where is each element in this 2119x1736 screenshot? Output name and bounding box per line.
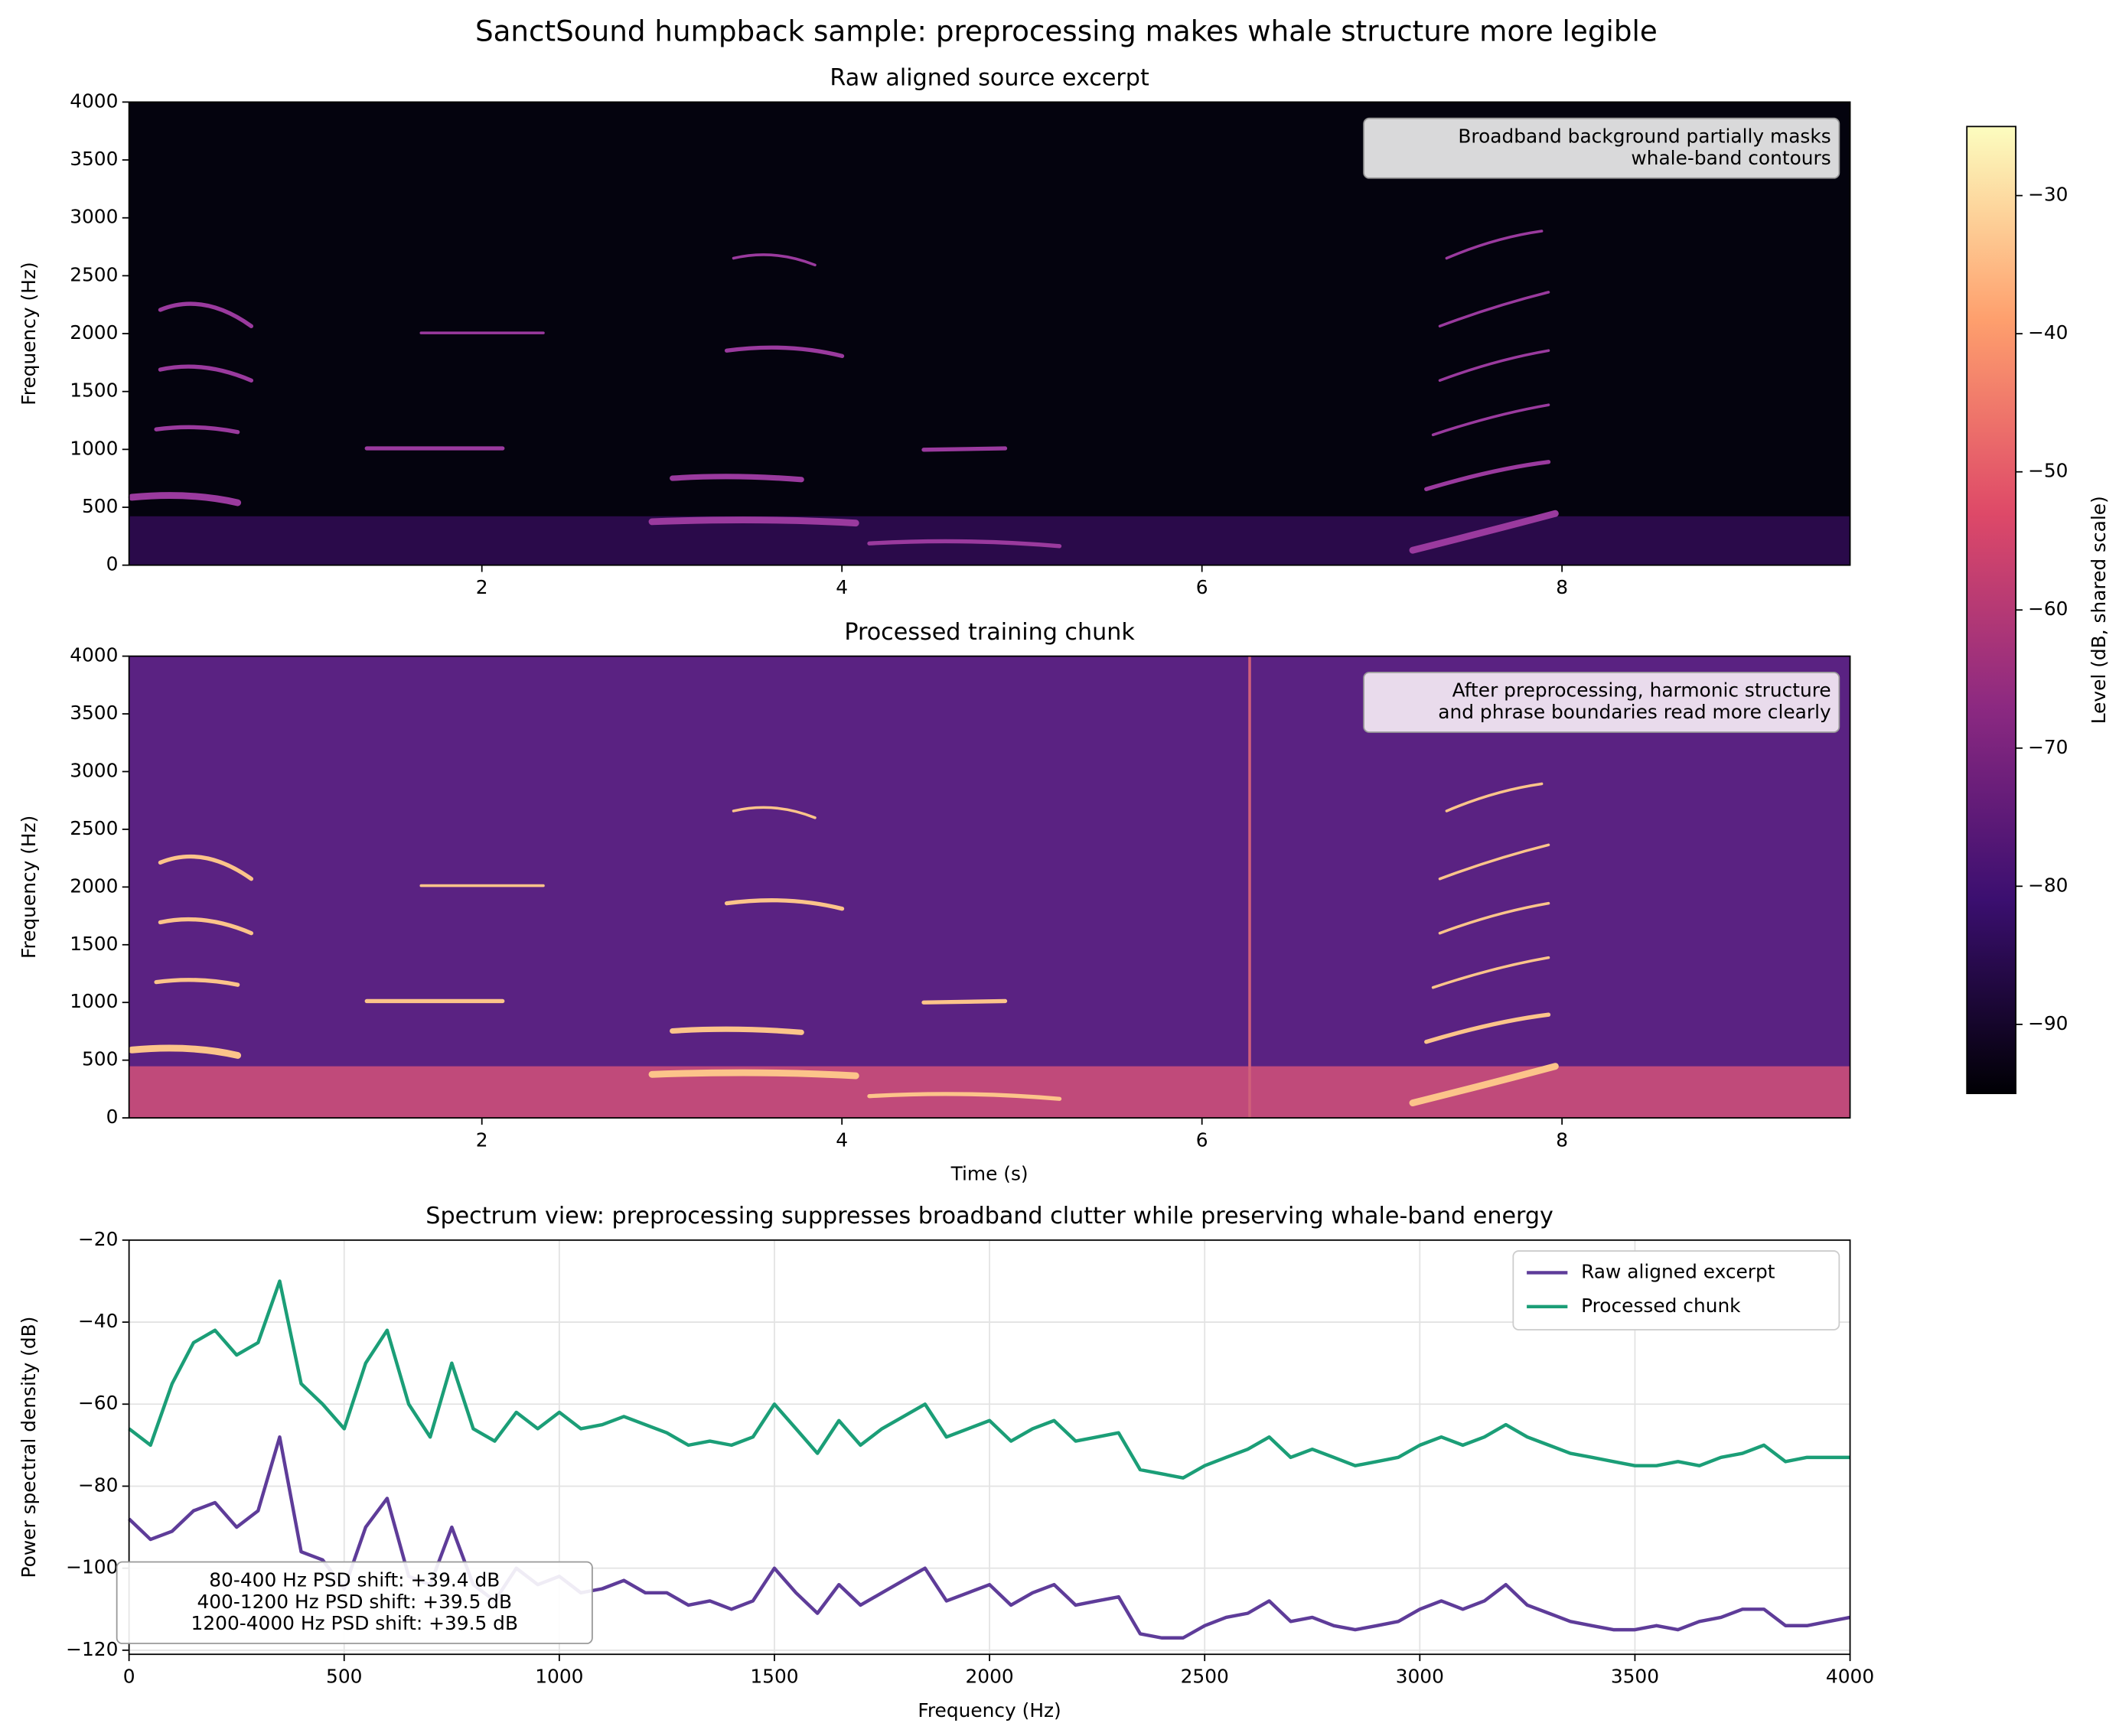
y-tick-label: 1500 — [70, 933, 118, 955]
x-tick-label: 3500 — [1611, 1665, 1659, 1687]
x-tick-label: 0 — [123, 1665, 135, 1687]
panel-title: Raw aligned source excerpt — [830, 65, 1149, 92]
colorbar-tick-label: −30 — [2028, 184, 2068, 206]
y-tick-label: −120 — [66, 1638, 118, 1660]
annotation: After preprocessing, harmonic structure — [1452, 679, 1831, 702]
x-tick-label: 2000 — [965, 1665, 1013, 1687]
annotation: 1200-4000 Hz PSD shift: +39.5 dB — [191, 1612, 518, 1634]
y-tick-label: 0 — [106, 1106, 119, 1128]
legend-label: Processed chunk — [1581, 1295, 1741, 1317]
y-axis-label: Frequency (Hz) — [18, 262, 40, 405]
y-tick-label: −20 — [78, 1228, 118, 1250]
annotation: and phrase boundaries read more clearly — [1438, 701, 1830, 723]
x-tick-label: 500 — [326, 1665, 362, 1687]
y-tick-label: 1500 — [70, 379, 118, 402]
y-axis-label: Frequency (Hz) — [18, 816, 40, 959]
x-tick-label: 6 — [1196, 1129, 1208, 1151]
legend-box — [1512, 1250, 1840, 1330]
y-tick-label: 3000 — [70, 759, 118, 781]
plot-frame — [128, 1239, 1851, 1656]
plot-frame — [128, 655, 1851, 1119]
y-tick-label: 3500 — [70, 148, 118, 170]
x-tick-label: 3000 — [1396, 1665, 1444, 1687]
y-tick-label: 500 — [82, 1048, 118, 1070]
x-tick-label: 1500 — [750, 1665, 798, 1687]
y-tick-label: 2000 — [70, 321, 118, 344]
legend-label: Raw aligned excerpt — [1581, 1260, 1775, 1282]
y-tick-label: 4000 — [70, 90, 118, 112]
panel-title: Processed training chunk — [844, 619, 1135, 646]
x-tick-label: 4 — [836, 576, 848, 598]
x-tick-label: 2500 — [1181, 1665, 1229, 1687]
y-tick-label: −80 — [78, 1474, 118, 1496]
figure-title: SanctSound humpback sample: preprocessin… — [475, 14, 1658, 47]
y-tick-label: 1000 — [70, 437, 118, 459]
annotation-box — [1363, 672, 1840, 733]
x-tick-label: 2 — [476, 1129, 488, 1151]
x-tick-label: 8 — [1556, 576, 1568, 598]
y-tick-label: 2500 — [70, 817, 118, 839]
colorbar-tick-label: −60 — [2028, 598, 2068, 620]
y-tick-label: 500 — [82, 495, 118, 517]
series-line — [128, 1279, 1850, 1480]
y-tick-label: 4000 — [70, 644, 118, 666]
spectrogram-image — [129, 656, 1850, 1119]
colorbar-tick-label: −70 — [2028, 736, 2068, 758]
colorbar — [1966, 125, 2016, 1095]
x-tick-label: 4000 — [1826, 1665, 1874, 1687]
panel-title: Spectrum view: preprocessing suppresses … — [425, 1203, 1553, 1230]
annotation-box — [116, 1561, 593, 1644]
annotation: whale-band contours — [1631, 147, 1830, 169]
y-tick-label: 3500 — [70, 702, 118, 724]
y-tick-label: 2000 — [70, 875, 118, 897]
plot-frame — [128, 101, 1851, 566]
x-axis-label: Time (s) — [950, 1163, 1029, 1185]
annotation: 80-400 Hz PSD shift: +39.4 dB — [209, 1568, 500, 1591]
x-tick-label: 2 — [476, 576, 488, 598]
annotation: Broadband background partially masks — [1458, 125, 1830, 148]
y-tick-label: 0 — [106, 553, 119, 575]
low-band-energy — [129, 1066, 1850, 1119]
x-tick-label: 8 — [1556, 1129, 1568, 1151]
y-tick-label: 1000 — [70, 990, 118, 1012]
y-tick-label: −60 — [78, 1392, 118, 1414]
annotation: 400-1200 Hz PSD shift: +39.5 dB — [197, 1591, 512, 1613]
y-axis-label: Power spectral density (dB) — [18, 1317, 40, 1578]
colorbar-tick-label: −80 — [2028, 874, 2068, 896]
spectrogram-image — [129, 102, 1850, 565]
y-tick-label: 2500 — [70, 263, 118, 285]
colorbar-tick-label: −50 — [2028, 460, 2068, 482]
x-tick-label: 4 — [836, 1129, 848, 1151]
y-tick-label: 3000 — [70, 206, 118, 228]
x-tick-label: 1000 — [535, 1665, 583, 1687]
colorbar-tick-label: −90 — [2028, 1012, 2068, 1034]
x-tick-label: 6 — [1196, 576, 1208, 598]
colorbar-tick-label: −40 — [2028, 321, 2068, 344]
annotation-box — [1363, 117, 1840, 179]
colorbar-label: Level (dB, shared scale) — [2088, 496, 2110, 724]
y-tick-label: −40 — [78, 1310, 118, 1332]
x-axis-label: Frequency (Hz) — [918, 1699, 1061, 1721]
y-tick-label: −100 — [66, 1556, 118, 1578]
